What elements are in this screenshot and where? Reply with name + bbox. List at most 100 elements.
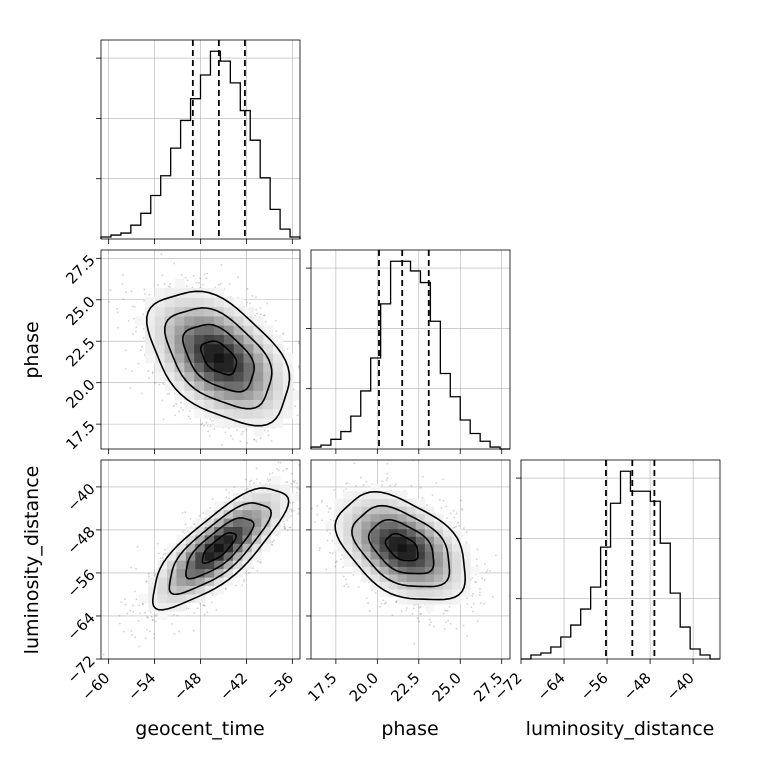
density-cell (194, 353, 205, 363)
density-cell (388, 589, 399, 598)
density-cell (406, 589, 417, 598)
density-cell (194, 334, 205, 345)
density-cell (442, 558, 453, 567)
density-cell (185, 526, 196, 536)
density-cell (280, 492, 290, 502)
density-cell (195, 518, 206, 527)
density-cell (233, 568, 243, 578)
density-cell (243, 343, 254, 354)
density-cell (223, 343, 235, 354)
density-cell (243, 306, 254, 317)
density-cell (204, 518, 215, 527)
density-cell (343, 506, 353, 515)
density-cell (194, 306, 205, 317)
density-cell (379, 528, 390, 537)
density-cell (334, 513, 344, 522)
density-cell (174, 316, 185, 326)
density-cell (352, 506, 362, 515)
density-cell (213, 297, 225, 308)
contour-line (168, 502, 273, 596)
density-cell (135, 316, 146, 326)
density-cell (334, 543, 344, 552)
density-cell (251, 492, 262, 502)
density-cell (442, 543, 453, 552)
density-cell (370, 574, 380, 582)
density-cell (176, 602, 187, 612)
density-cell (253, 408, 264, 419)
density-cell (270, 509, 281, 519)
density-cell (144, 297, 156, 308)
density-cell (144, 316, 156, 326)
density-cell (325, 521, 335, 530)
density-cell (352, 491, 362, 500)
density-cell (223, 362, 235, 373)
contour-line (384, 532, 419, 562)
density-cell (361, 543, 371, 552)
contour-line (185, 517, 255, 580)
density-cell (194, 316, 205, 326)
density-cell (379, 543, 390, 552)
density-cell (154, 371, 166, 382)
panel-geocent_time_vs_phase: 17.5 20.0 22.5 25.0 27.5 (62, 249, 301, 454)
density-cell (223, 408, 235, 419)
axes-frame (100, 459, 301, 660)
density-cell (424, 506, 435, 515)
density-cell (379, 491, 390, 500)
histogram-phase (310, 260, 510, 450)
x-tick-label: −48 (170, 669, 205, 704)
density-cell (184, 297, 195, 308)
density-cell (424, 513, 435, 522)
density-cell (233, 362, 244, 373)
density-cell (433, 543, 444, 552)
density-cell (261, 509, 272, 519)
density-cell (164, 334, 175, 345)
density-cell (352, 513, 362, 522)
density-cell (223, 325, 235, 335)
density-cell (204, 343, 215, 354)
density-cell (204, 297, 215, 308)
density-cell (167, 560, 177, 570)
density-cell (167, 543, 177, 553)
density-cell (263, 371, 274, 382)
density-cell (261, 526, 272, 536)
x-tick-label: −54 (124, 669, 159, 704)
x-tick-label: 22.5 (387, 669, 423, 705)
density-cell (433, 558, 444, 567)
y-tick-label: 25.0 (62, 293, 98, 329)
density-cell (204, 509, 215, 519)
density-cell (195, 560, 206, 570)
density-cell (253, 390, 264, 400)
density-cell (204, 353, 215, 363)
density-cell (263, 343, 274, 354)
density-cell (204, 543, 215, 553)
density-cell (273, 353, 284, 363)
density-cell (361, 536, 371, 545)
density-cell (424, 604, 435, 613)
density-cell (379, 558, 390, 567)
density-cell (176, 594, 187, 603)
density-cell (204, 408, 215, 419)
density-cell (176, 577, 187, 587)
x-tick-label: 17.5 (304, 669, 340, 705)
density-cell (184, 306, 195, 317)
density-cell (157, 610, 168, 620)
density-cell (334, 506, 344, 515)
density-cell (164, 381, 175, 391)
density-cell (164, 288, 175, 298)
density-cell (233, 353, 244, 363)
density-cell (397, 506, 408, 515)
density-cell (370, 521, 380, 530)
density-cell (194, 381, 205, 391)
density-cell (233, 560, 243, 570)
density-cell (442, 528, 453, 537)
density-cell (461, 558, 471, 567)
x-tick-label: −40 (663, 669, 698, 704)
density-cell (204, 535, 215, 544)
density-cell (223, 418, 235, 428)
y-tick-label: 20.0 (62, 376, 98, 412)
density-cell (388, 558, 399, 567)
density-cell (352, 558, 362, 567)
density-cell (352, 551, 362, 560)
density-cell (370, 506, 380, 515)
density-cell (361, 498, 371, 507)
